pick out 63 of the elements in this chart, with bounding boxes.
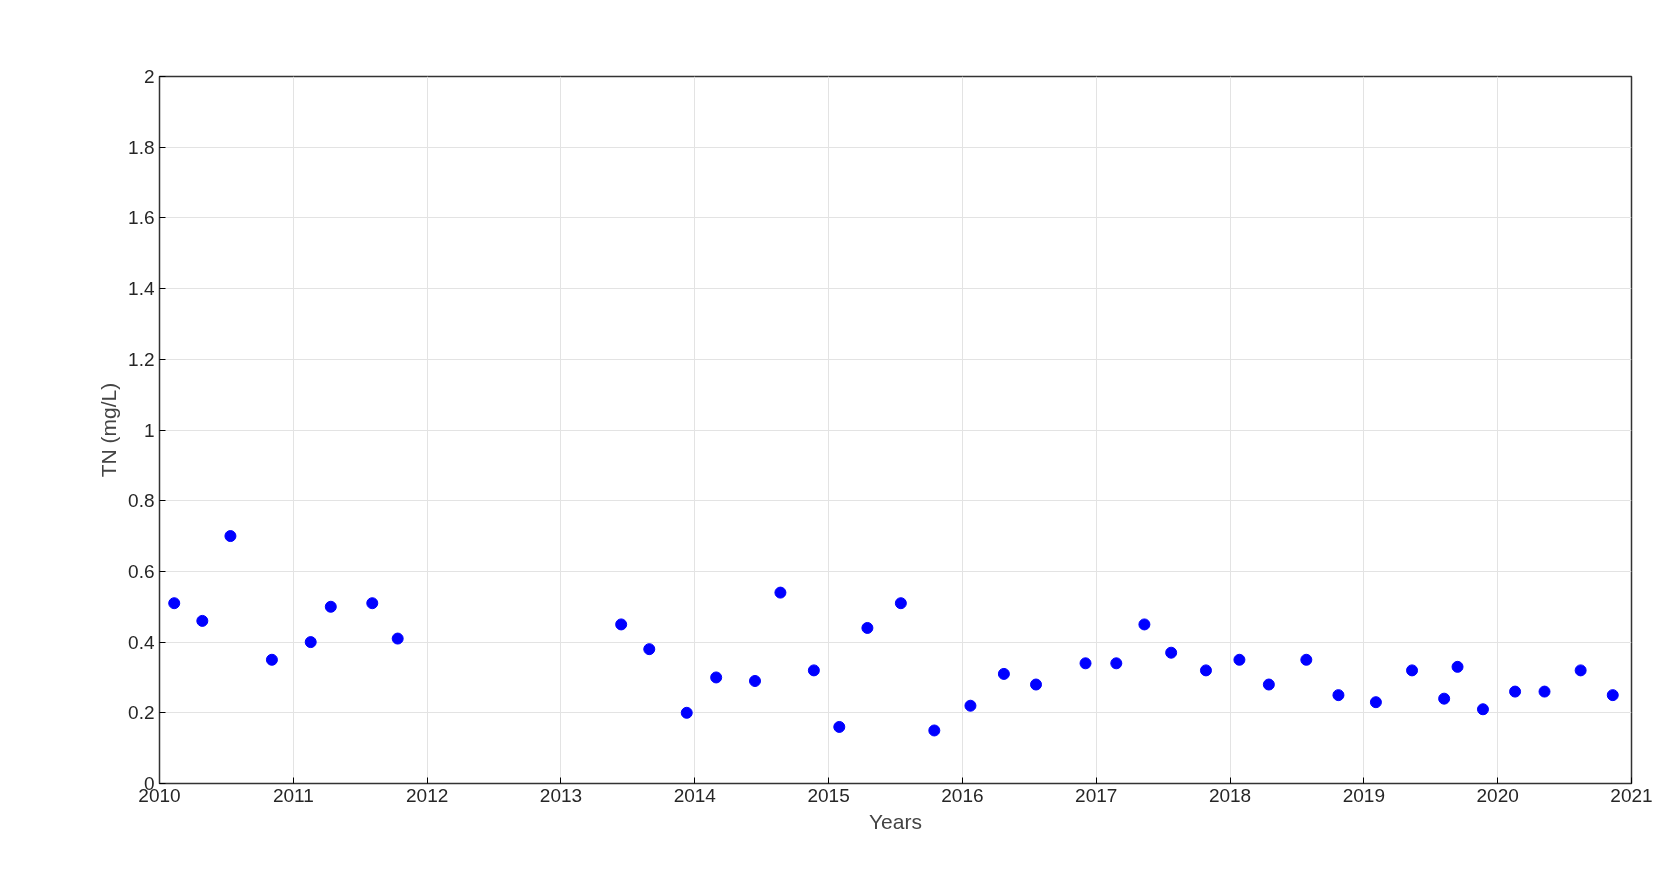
- point: [861, 621, 874, 634]
- point: [928, 724, 941, 737]
- x-tick-label: 2019: [1342, 784, 1386, 806]
- point: [643, 643, 656, 656]
- point: [224, 530, 237, 543]
- point: [1538, 685, 1551, 698]
- point: [324, 600, 337, 613]
- x-tick-label: 2014: [673, 784, 717, 806]
- point: [1451, 660, 1464, 673]
- point: [1262, 678, 1275, 691]
- point: [774, 586, 787, 599]
- point: [894, 597, 907, 610]
- x-tick-label: 2018: [1208, 784, 1252, 806]
- x-tick-label: 2016: [941, 784, 984, 806]
- point: [1438, 692, 1451, 705]
- point: [833, 720, 846, 733]
- point: [1332, 689, 1345, 702]
- x-tick-label: 2015: [807, 784, 850, 806]
- y-tick-label: 0.4: [128, 631, 155, 653]
- point: [196, 614, 209, 627]
- point: [680, 706, 693, 719]
- point: [748, 675, 761, 687]
- point: [997, 667, 1010, 680]
- point: [1300, 653, 1313, 666]
- y-tick-label: 1: [143, 419, 155, 441]
- y-tick-label: 0.2: [128, 702, 155, 724]
- point: [1369, 696, 1382, 709]
- point: [964, 699, 977, 712]
- point: [1165, 646, 1178, 659]
- point: [391, 632, 404, 645]
- point: [1030, 678, 1043, 691]
- y-tick-label: 1.4: [128, 278, 155, 300]
- point: [1606, 689, 1619, 702]
- point: [366, 597, 379, 610]
- point: [1110, 657, 1123, 670]
- x-axis-title: Years: [869, 809, 922, 833]
- y-tick-label: 1.2: [128, 348, 155, 370]
- y-tick-label: 1.8: [128, 136, 155, 158]
- point: [1476, 703, 1489, 716]
- point: [304, 636, 317, 649]
- point: [1079, 657, 1092, 670]
- point: [168, 597, 181, 610]
- point: [615, 618, 628, 631]
- x-tick-label: 2012: [406, 784, 449, 806]
- y-tick-label: 0.6: [128, 560, 155, 582]
- x-tick-label: 2013: [539, 784, 583, 806]
- point: [710, 671, 723, 684]
- point: [1138, 618, 1151, 631]
- point: [1199, 664, 1212, 677]
- point: [1233, 653, 1246, 666]
- x-tick-label: 2011: [272, 784, 314, 806]
- y-tick-label: 1.6: [128, 207, 155, 229]
- y-tick-label: 2: [143, 66, 155, 87]
- point: [1574, 664, 1587, 677]
- point: [1406, 664, 1419, 677]
- point: [807, 664, 820, 677]
- y-axis-title: TN (mg/L): [97, 382, 121, 478]
- x-tick-label: 2017: [1075, 784, 1118, 806]
- point: [1509, 685, 1522, 698]
- x-tick-label: 2020: [1476, 784, 1519, 806]
- point: [265, 653, 278, 666]
- x-tick-label: 2021: [1610, 784, 1653, 806]
- y-tick-label: 0.8: [128, 490, 155, 512]
